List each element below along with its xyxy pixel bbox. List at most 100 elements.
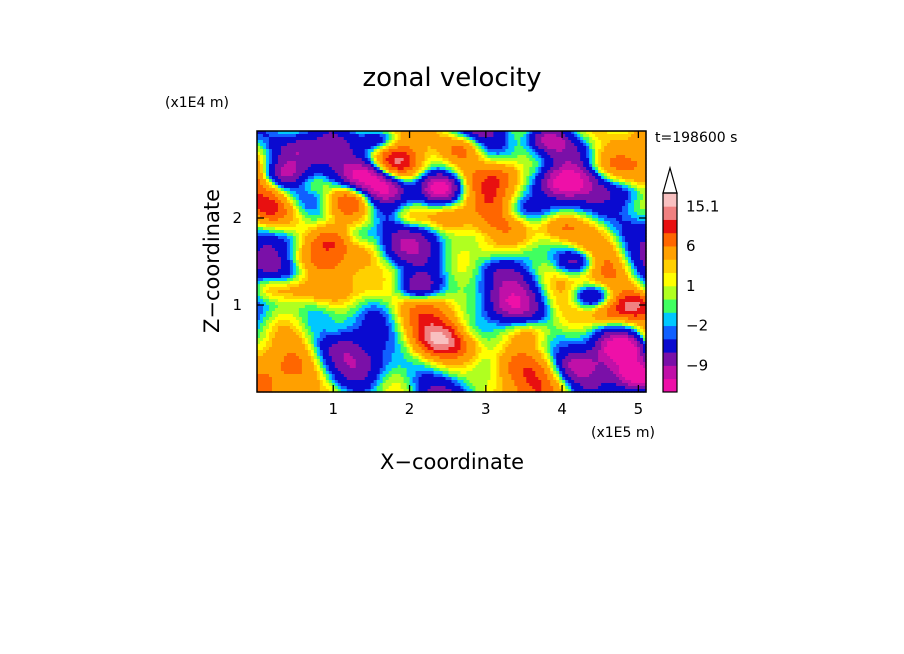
- field-cell: [565, 155, 569, 159]
- field-cell: [286, 233, 291, 237]
- field-cell: [340, 215, 345, 219]
- field-cell: [257, 173, 261, 177]
- field-cell: [316, 149, 321, 153]
- field-cell: [310, 209, 315, 213]
- field-cell: [442, 149, 447, 153]
- field-cell: [340, 242, 345, 246]
- field-cell: [625, 164, 629, 168]
- field-cell: [583, 206, 587, 210]
- field-cell: [343, 137, 348, 141]
- field-cell: [631, 146, 635, 150]
- field-cell: [472, 146, 477, 150]
- field-cell: [289, 167, 294, 171]
- field-cell: [379, 158, 384, 162]
- field-cell: [622, 146, 626, 150]
- field-cell: [640, 218, 644, 222]
- field-cell: [631, 134, 635, 138]
- field-cell: [478, 230, 483, 234]
- field-cell: [589, 197, 593, 201]
- field-cell: [400, 203, 405, 207]
- field-cell: [376, 218, 381, 222]
- field-cell: [361, 242, 366, 246]
- field-cell: [340, 152, 345, 156]
- field-cell: [523, 161, 527, 165]
- field-cell: [391, 221, 396, 225]
- field-cell: [289, 155, 294, 159]
- field-cell: [346, 155, 351, 159]
- field-cell: [640, 194, 644, 198]
- field-cell: [613, 155, 617, 159]
- field-cell: [364, 176, 369, 180]
- field-cell: [421, 176, 426, 180]
- field-cell: [340, 203, 345, 207]
- field-cell: [427, 131, 432, 135]
- field-cell: [274, 209, 279, 213]
- field-cell: [568, 197, 572, 201]
- field-cell: [544, 194, 548, 198]
- field-cell: [334, 224, 339, 228]
- field-cell: [370, 149, 375, 153]
- field-cell: [304, 161, 309, 165]
- field-cell: [292, 206, 297, 210]
- field-cell: [472, 239, 477, 243]
- field-cell: [283, 170, 288, 174]
- field-cell: [493, 209, 497, 213]
- field-cell: [547, 209, 551, 213]
- field-cell: [616, 212, 620, 216]
- field-cell: [394, 197, 399, 201]
- field-cell: [295, 158, 300, 162]
- field-cell: [445, 167, 450, 171]
- field-cell: [403, 191, 408, 195]
- field-cell: [529, 164, 533, 168]
- field-cell: [346, 182, 351, 186]
- field-cell: [523, 167, 527, 171]
- field-cell: [493, 176, 497, 180]
- field-cell: [325, 245, 330, 249]
- field-cell: [322, 182, 327, 186]
- field-cell: [379, 203, 384, 207]
- field-cell: [292, 191, 297, 195]
- field-cell: [574, 170, 578, 174]
- field-cell: [514, 179, 518, 183]
- field-cell: [328, 230, 333, 234]
- field-cell: [394, 206, 399, 210]
- field-cell: [568, 167, 572, 171]
- field-cell: [589, 167, 593, 171]
- field-cell: [364, 137, 369, 141]
- field-cell: [370, 179, 375, 183]
- field-cell: [478, 233, 483, 237]
- field-cell: [565, 140, 569, 144]
- field-cell: [595, 170, 599, 174]
- field-cell: [547, 158, 551, 162]
- field-cell: [583, 146, 587, 150]
- field-cell: [550, 167, 554, 171]
- field-cell: [631, 182, 635, 186]
- field-cell: [526, 143, 530, 147]
- field-cell: [463, 173, 468, 177]
- field-cell: [304, 146, 309, 150]
- field-cell: [406, 143, 411, 147]
- field-cell: [415, 221, 420, 225]
- field-cell: [271, 155, 276, 159]
- field-cell: [604, 197, 608, 201]
- field-cell: [361, 149, 366, 153]
- field-cell: [493, 230, 497, 234]
- field-cell: [493, 158, 497, 162]
- field-cell: [448, 200, 453, 204]
- field-cell: [418, 164, 423, 168]
- field-cell: [421, 215, 426, 219]
- field-cell: [496, 182, 500, 186]
- field-cell: [307, 182, 312, 186]
- field-cell: [421, 218, 426, 222]
- field-cell: [433, 194, 438, 198]
- field-cell: [355, 167, 360, 171]
- field-cell: [517, 155, 521, 159]
- field-cell: [490, 203, 494, 207]
- field-cell: [538, 191, 542, 195]
- field-cell: [502, 185, 506, 189]
- field-cell: [376, 212, 381, 216]
- field-cell: [535, 212, 539, 216]
- field-cell: [304, 224, 309, 228]
- field-cell: [496, 179, 500, 183]
- field-cell: [565, 227, 569, 231]
